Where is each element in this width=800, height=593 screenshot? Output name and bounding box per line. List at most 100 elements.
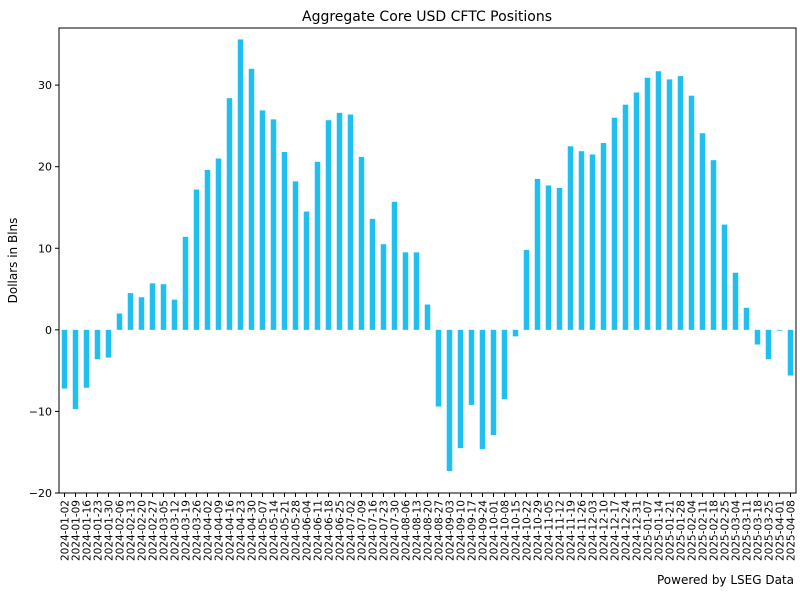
x-tick-label: 2025-02-25 <box>720 500 732 561</box>
bar <box>534 178 541 330</box>
bar <box>160 284 167 330</box>
bar <box>204 169 211 330</box>
bar <box>567 146 574 330</box>
bar <box>446 329 453 471</box>
bar <box>270 119 277 330</box>
x-tick-label: 2024-04-02 <box>203 500 215 561</box>
bars-group <box>61 39 794 471</box>
bar <box>776 329 783 331</box>
bar <box>226 98 233 330</box>
bar <box>182 236 189 330</box>
x-tick-label: 2024-04-09 <box>214 500 226 561</box>
x-tick-label: 2024-03-12 <box>170 500 182 561</box>
x-tick-label: 2024-09-24 <box>478 500 490 561</box>
x-tick-label: 2024-02-06 <box>115 500 127 561</box>
x-tick-label: 2024-03-19 <box>181 500 193 561</box>
bar <box>754 329 761 345</box>
bar <box>369 218 376 330</box>
x-tick-label: 2024-05-21 <box>280 500 292 561</box>
x-tick-label: 2025-04-08 <box>786 500 798 561</box>
bar <box>644 77 651 330</box>
x-tick-label: 2025-01-21 <box>665 500 677 561</box>
x-tick-label: 2025-03-18 <box>753 500 765 561</box>
x-tick-label: 2024-01-02 <box>60 500 72 561</box>
x-tick-label: 2024-07-30 <box>390 500 402 561</box>
x-tick-label: 2024-10-22 <box>522 500 534 561</box>
x-tick-label: 2025-02-11 <box>698 500 710 561</box>
bar <box>589 154 596 330</box>
bar <box>622 104 629 330</box>
bar <box>402 252 409 330</box>
bar <box>61 329 68 389</box>
plot-frame <box>58 27 797 494</box>
bar <box>358 156 365 330</box>
x-tick-label: 2024-02-27 <box>148 500 160 561</box>
x-tick-label: 2024-04-30 <box>247 500 259 561</box>
bar <box>710 160 717 330</box>
bar <box>138 297 145 330</box>
bar <box>457 329 464 449</box>
bar <box>127 293 134 330</box>
x-tick-label: 2024-05-07 <box>258 500 270 561</box>
x-tick-label: 2024-07-23 <box>379 500 391 561</box>
x-tick-label: 2024-09-03 <box>445 500 457 561</box>
bar <box>347 114 354 330</box>
x-tick-label: 2024-12-17 <box>610 500 622 561</box>
x-tick-label: 2024-05-28 <box>291 500 303 561</box>
bar <box>281 152 288 330</box>
bar <box>677 76 684 330</box>
bar <box>501 329 508 400</box>
x-tick-label: 2024-01-30 <box>104 500 116 561</box>
x-tick-label: 2024-08-06 <box>401 500 413 561</box>
x-tick-label: 2024-07-02 <box>346 500 358 561</box>
x-tick-label: 2024-02-20 <box>137 500 149 561</box>
bar <box>743 307 750 330</box>
x-tick-label: 2024-12-03 <box>588 500 600 561</box>
x-tick-label: 2024-08-20 <box>423 500 435 561</box>
bar <box>248 68 255 330</box>
y-tick-label: 10 <box>38 242 52 255</box>
bar <box>523 249 530 330</box>
x-tick-label: 2024-07-09 <box>357 500 369 561</box>
bar <box>633 92 640 330</box>
bar <box>391 201 398 330</box>
x-tick-label: 2024-06-25 <box>335 500 347 561</box>
x-tick-label: 2024-11-19 <box>566 500 578 561</box>
x-tick-label: 2024-06-18 <box>324 500 336 561</box>
x-tick-label: 2024-02-13 <box>126 500 138 561</box>
y-tick-label: −10 <box>29 405 52 418</box>
x-tick-label: 2025-04-01 <box>775 500 787 561</box>
x-tick-label: 2024-03-26 <box>192 500 204 561</box>
bar <box>303 211 310 330</box>
bar <box>688 95 695 330</box>
bar <box>699 133 706 330</box>
bar <box>259 110 266 330</box>
y-axis-label: Dollars in Blns <box>6 218 20 304</box>
bar <box>578 151 585 330</box>
x-tick-label: 2024-10-15 <box>511 500 523 561</box>
bar <box>545 185 552 330</box>
bar <box>72 329 79 409</box>
x-tick-label: 2024-09-17 <box>467 500 479 561</box>
bar <box>94 329 101 360</box>
y-axis: −20 −10 0 10 20 30 <box>29 79 59 500</box>
x-tick-label: 2025-01-07 <box>643 500 655 561</box>
x-tick-label: 2025-02-04 <box>687 500 699 561</box>
bar <box>83 329 90 388</box>
x-tick-label: 2024-10-08 <box>500 500 512 561</box>
y-tick-label: 20 <box>38 161 52 174</box>
chart-title: Aggregate Core USD CFTC Positions <box>302 9 552 25</box>
x-tick-label: 2024-12-31 <box>632 500 644 561</box>
x-tick-label: 2024-04-16 <box>225 500 237 561</box>
bar <box>116 313 123 330</box>
x-tick-label: 2024-01-16 <box>82 500 94 561</box>
x-tick-label: 2024-03-05 <box>159 500 171 561</box>
x-tick-label: 2024-01-09 <box>71 500 83 561</box>
x-tick-label: 2025-03-04 <box>731 500 743 561</box>
x-tick-label: 2024-06-04 <box>302 500 314 561</box>
x-tick-label: 2024-08-13 <box>412 500 424 561</box>
x-tick-label: 2025-03-11 <box>742 500 754 561</box>
bar <box>237 39 244 330</box>
x-tick-label: 2024-04-23 <box>236 500 248 561</box>
